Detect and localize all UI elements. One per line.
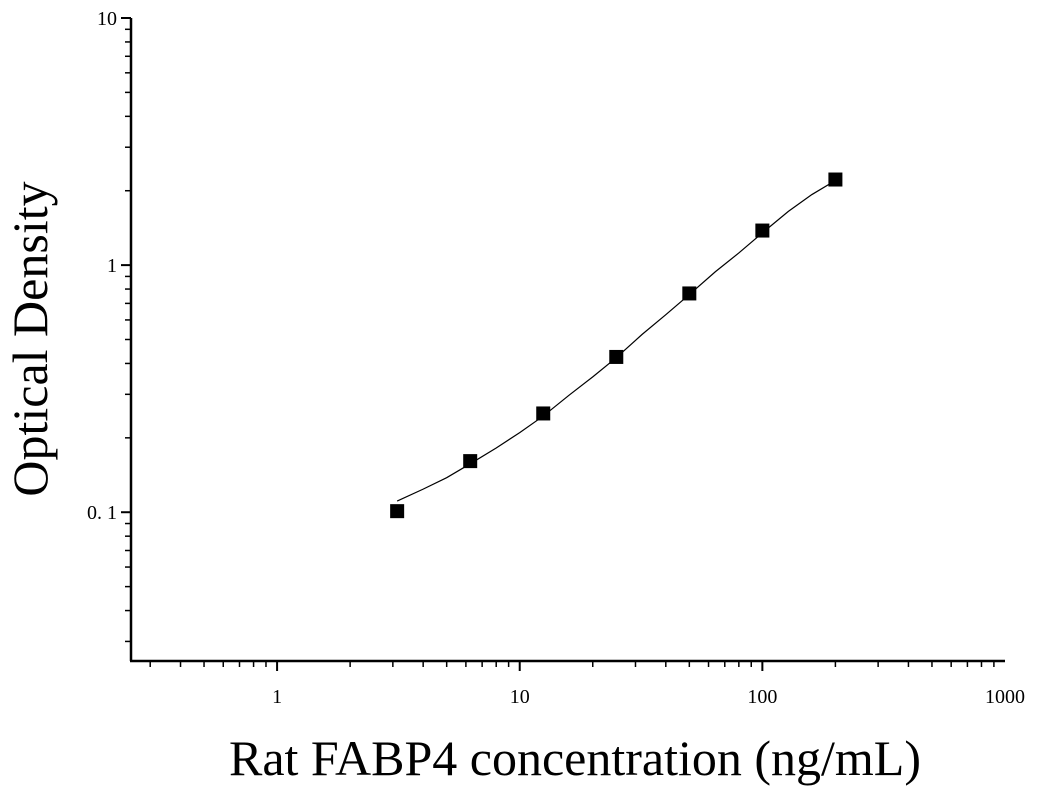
x-tick-label: 100 <box>747 686 777 708</box>
data-point <box>828 172 843 187</box>
data-point <box>755 223 770 238</box>
data-point <box>682 286 697 301</box>
ticks <box>121 17 995 671</box>
y-tick-label: 1 <box>107 255 117 277</box>
data-point <box>536 406 551 421</box>
fit-curve <box>396 179 836 502</box>
x-tick-label: 1000 <box>985 686 1025 708</box>
data-point <box>463 454 478 469</box>
x-tick-label: 1 <box>272 686 282 708</box>
y-tick-label: 0. 1 <box>87 502 117 524</box>
axes <box>129 18 1005 663</box>
data-point <box>390 504 405 519</box>
y-tick-label: 10 <box>97 8 117 30</box>
x-axis-title: Rat FABP4 concentration (ng/mL) <box>229 730 921 786</box>
x-tick-label: 10 <box>510 686 530 708</box>
y-axis-title: Optical Density <box>2 181 58 496</box>
data-point <box>609 349 624 364</box>
data-points <box>390 172 843 519</box>
tick-labels: 1 10 100 1000 0. 1 1 10 <box>87 8 1025 708</box>
